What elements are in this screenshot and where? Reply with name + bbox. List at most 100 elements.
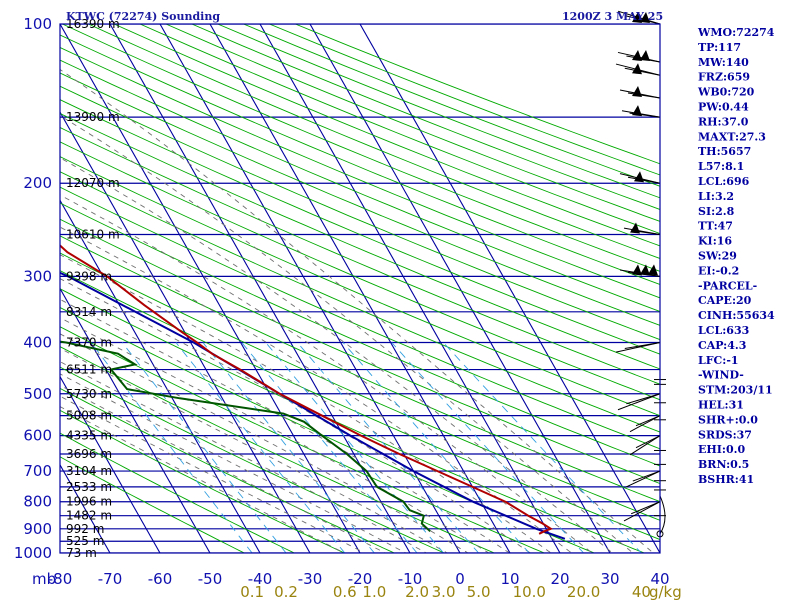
dry-adiabat xyxy=(60,186,660,450)
dry-adiabat xyxy=(62,24,660,272)
sounding-index: SRDS:37 xyxy=(698,428,752,441)
height-label: 992 m xyxy=(66,522,104,536)
height-label: 1482 m xyxy=(66,509,112,523)
mixing-ratio-label: 0.6 xyxy=(333,583,357,600)
height-label: 4335 m xyxy=(66,429,112,443)
height-label: 2533 m xyxy=(66,480,112,494)
moist-adiabat xyxy=(60,373,407,553)
parcel-trace xyxy=(60,271,566,540)
wind-barb xyxy=(623,227,661,236)
temperature-tick-label: 40 xyxy=(650,570,669,588)
wind-barb xyxy=(615,342,661,353)
temperature-tick-label: 10 xyxy=(500,570,519,588)
sounding-datetime: 1200Z 3 MAY 25 xyxy=(562,10,663,23)
trace-layer xyxy=(60,244,566,540)
moist-adiabat xyxy=(60,384,387,553)
moist-adiabat xyxy=(60,317,490,553)
dry-adiabat xyxy=(60,46,660,299)
sounding-index: KI:16 xyxy=(698,235,732,248)
moist-adiabat xyxy=(60,254,552,553)
temperature-tick-label: -80 xyxy=(48,570,73,588)
mixing-ratio-line xyxy=(90,342,253,553)
wind-barb-flag xyxy=(634,171,644,183)
dry-adiabat xyxy=(60,218,660,485)
sounding-index: SI:2.8 xyxy=(698,205,735,218)
dry-adiabat xyxy=(60,85,660,341)
height-label: 7370 m xyxy=(66,335,112,349)
sounding-index: CINH:55634 xyxy=(698,309,775,322)
pressure-tick-label: 600 xyxy=(23,427,52,445)
temperature-tick-label: -10 xyxy=(398,570,423,588)
mixing-ratio-line xyxy=(202,342,375,553)
wind-barb xyxy=(629,415,661,433)
height-label: 5008 m xyxy=(66,409,112,423)
mixing-ratio-label: 0.2 xyxy=(274,583,298,600)
temperature-tick-label: 30 xyxy=(600,570,619,588)
mixing-ratio-line xyxy=(391,342,585,553)
temperature-tick-label: 20 xyxy=(550,570,569,588)
isotherm-line xyxy=(359,24,660,553)
pressure-tick-label: 900 xyxy=(23,520,52,538)
sounding-index: CAP:4.3 xyxy=(698,339,746,352)
dry-adiabat xyxy=(60,99,660,355)
temperature-trace xyxy=(60,244,553,535)
temperature-tick-label: 0 xyxy=(455,570,465,588)
pressure-unit-label: mb xyxy=(32,570,56,588)
moist-adiabat xyxy=(60,395,366,553)
wind-barb-flag xyxy=(632,105,642,117)
mixing-ratio-label: 40 xyxy=(632,583,651,600)
dry-adiabat xyxy=(113,24,660,247)
moist-adiabat xyxy=(60,115,634,553)
mixing-ratio-label: g/kg xyxy=(649,583,682,600)
wind-barb-flag xyxy=(632,63,642,75)
isotherm-line xyxy=(159,24,461,553)
dry-adiabat xyxy=(60,72,660,326)
wind-barb xyxy=(625,470,661,488)
isotherm-line xyxy=(60,24,361,553)
dry-adiabat xyxy=(88,24,660,259)
sounding-index: WMO:72274 xyxy=(697,26,775,39)
mixing-ratio-label: 3.0 xyxy=(432,583,456,600)
pressure-tick-label: 400 xyxy=(23,333,52,351)
mixing-ratio-label: 1.0 xyxy=(362,583,386,600)
height-label: 8314 m xyxy=(66,305,112,319)
mixing-ratio-line xyxy=(121,342,287,553)
moist-adiabat xyxy=(60,194,593,553)
height-label: 13900 m xyxy=(66,110,120,124)
pressure-tick-label: 100 xyxy=(23,15,52,33)
sounding-index: LCL:633 xyxy=(698,324,749,337)
dry-adiabat xyxy=(60,112,660,370)
sounding-index: EI:-0.2 xyxy=(698,264,739,277)
sounding-index: SHR+:0.0 xyxy=(698,413,758,426)
mixing-ratio-line xyxy=(265,342,445,553)
dry-adiabat xyxy=(60,156,660,417)
dry-adiabat xyxy=(60,252,660,521)
height-label: 525 m xyxy=(66,534,104,548)
sounding-index: LI:3.2 xyxy=(698,190,734,203)
dry-adiabat xyxy=(60,409,346,553)
sounding-index: L57:8.1 xyxy=(698,160,744,173)
dry-adiabat xyxy=(60,127,660,385)
height-label: 9398 m xyxy=(66,269,112,283)
temperature-tick-label: -70 xyxy=(98,570,123,588)
dry-adiabat xyxy=(60,235,660,503)
pressure-tick-label: 200 xyxy=(23,174,52,192)
moist-adiabat xyxy=(60,226,573,553)
wind-barb-flag xyxy=(648,264,658,276)
mixing-ratio-label: 5.0 xyxy=(467,583,491,600)
height-label: 5730 m xyxy=(66,387,112,401)
dry-adiabat xyxy=(60,456,246,553)
sounding-index: BRN:0.5 xyxy=(698,458,749,471)
moist-adiabat xyxy=(60,68,654,553)
moist-adiabat xyxy=(60,157,614,553)
sounding-index: SW:29 xyxy=(698,250,737,263)
dry-adiabat xyxy=(60,346,496,553)
sounding-index: LFC:-1 xyxy=(698,354,739,367)
isotherm-line xyxy=(259,24,561,553)
sounding-index: TP:117 xyxy=(698,41,741,54)
dry-adiabat xyxy=(60,432,296,553)
dry-adiabat xyxy=(60,34,660,285)
dry-adiabat xyxy=(60,270,660,541)
